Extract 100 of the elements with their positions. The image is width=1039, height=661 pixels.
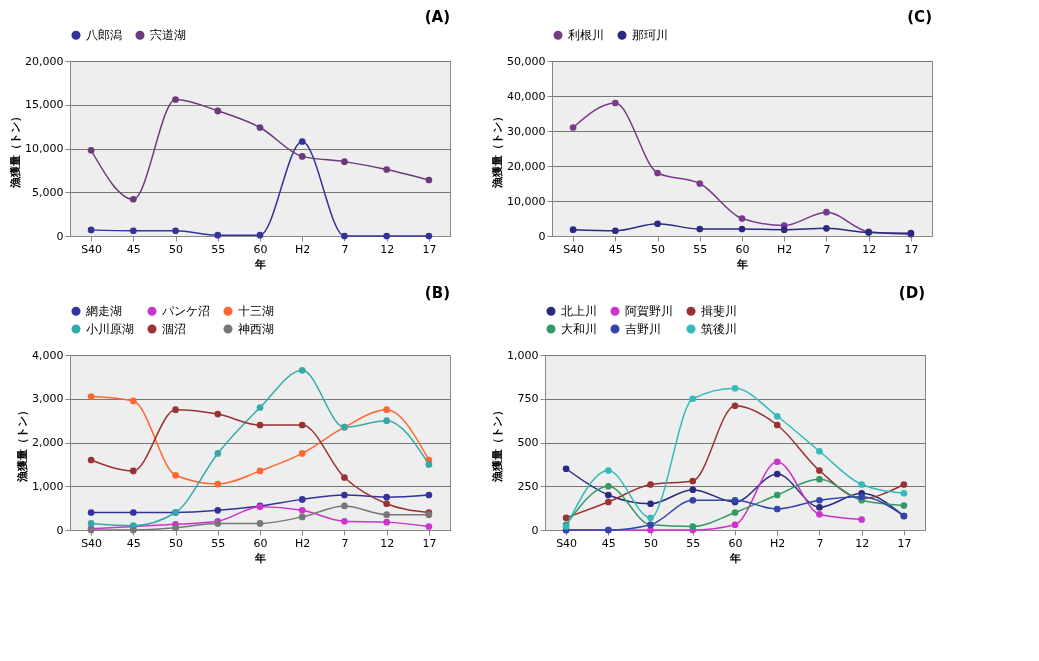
point: [129, 509, 137, 516]
point: [256, 404, 264, 411]
legend-label: 阿賀野川: [625, 304, 673, 319]
point: [569, 124, 577, 131]
point: [654, 169, 661, 177]
point: [383, 500, 391, 508]
x-tick-label: S40: [556, 536, 578, 550]
point: [172, 406, 179, 414]
x-tick-label: H2: [295, 242, 311, 256]
point: [823, 208, 830, 216]
legend-label: 利根川: [568, 28, 604, 43]
point: [298, 513, 306, 521]
text: (A): [424, 8, 450, 26]
point: [731, 509, 739, 516]
y-tick-label: 0: [531, 523, 539, 537]
point: [256, 421, 264, 429]
point: [689, 496, 697, 504]
point: [214, 450, 222, 457]
point: [87, 520, 95, 527]
point: [816, 496, 823, 504]
y-tick-label: 30,000: [507, 124, 546, 138]
point: [689, 477, 697, 485]
point: [816, 503, 823, 511]
point: [383, 232, 391, 240]
y-tick-label: 3,000: [32, 392, 64, 406]
y-tick-label: 250: [517, 479, 539, 493]
x-tick-label: 60: [728, 536, 743, 550]
point: [858, 481, 866, 488]
legend-label: パンケ沼: [161, 304, 210, 319]
point: [341, 502, 348, 510]
point: [731, 384, 739, 392]
point: [816, 475, 823, 483]
x-tick-label: H2: [777, 242, 793, 256]
point: [425, 232, 433, 240]
point: [214, 480, 222, 488]
x-tick-label: 60: [735, 242, 750, 256]
legend-label: 宍道湖: [150, 28, 186, 43]
point: [341, 491, 348, 499]
x-tick-label: 45: [601, 536, 616, 550]
point: [773, 421, 781, 429]
point: [341, 517, 348, 525]
point: [689, 486, 697, 494]
point: [647, 526, 654, 534]
legend-label: 十三湖: [238, 304, 274, 319]
point: [129, 195, 137, 203]
point: [696, 180, 704, 187]
point: [773, 458, 781, 466]
x-axis-title: 年: [729, 551, 741, 565]
y-tick-label: 5,000: [32, 185, 64, 199]
y-tick-label: 2,000: [32, 436, 64, 449]
point: [773, 491, 781, 499]
y-axis-title: 漁獲量（トン）: [16, 404, 30, 483]
legend-label: 涸沼: [162, 322, 186, 336]
point: [214, 506, 222, 514]
x-tick-label: 45: [126, 536, 141, 550]
x-tick-label: S40: [81, 242, 103, 256]
y-tick-label: 15,000: [25, 98, 64, 112]
point: [604, 498, 612, 506]
x-tick-label: 55: [211, 536, 226, 550]
point: [256, 124, 264, 131]
point: [383, 511, 391, 519]
x-tick-label: 50: [644, 536, 659, 550]
y-tick-label: 20,000: [25, 54, 64, 68]
point: [298, 496, 306, 503]
y-tick-label: 1,000: [32, 479, 64, 493]
point: [816, 447, 823, 455]
y-tick-label: 20,000: [507, 159, 546, 173]
point: [172, 227, 179, 235]
x-tick-label: S40: [563, 242, 585, 256]
point: [738, 215, 746, 222]
point: [654, 220, 661, 228]
point: [604, 467, 612, 474]
point: [214, 107, 222, 115]
point: [256, 231, 264, 239]
x-tick-label: 7: [341, 536, 349, 550]
x-tick-label: 7: [823, 242, 831, 256]
point: [425, 176, 433, 184]
point: [87, 393, 95, 400]
x-tick-label: 55: [686, 536, 701, 550]
x-tick-label: H2: [295, 536, 311, 550]
point: [562, 465, 570, 473]
point: [425, 461, 433, 468]
point: [562, 514, 570, 522]
point: [773, 505, 781, 513]
point: [604, 491, 612, 499]
x-tick-label: 12: [380, 536, 395, 550]
legend-label: 那珂川: [632, 28, 668, 43]
text: (B): [424, 284, 450, 302]
point: [383, 166, 391, 173]
point: [383, 518, 391, 526]
point: [425, 491, 433, 499]
x-tick-label: 60: [253, 536, 268, 550]
point: [689, 395, 697, 403]
x-tick-label: 17: [904, 242, 919, 256]
point: [696, 225, 704, 233]
legend-label: 北上川: [561, 304, 597, 319]
x-tick-label: 55: [211, 242, 226, 256]
x-tick-label: 55: [693, 242, 708, 256]
point: [780, 226, 788, 234]
x-tick-label: 50: [651, 242, 666, 256]
